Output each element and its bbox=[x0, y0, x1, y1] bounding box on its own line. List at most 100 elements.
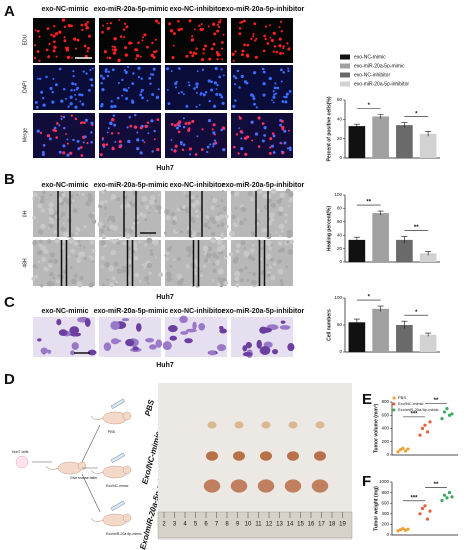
bar bbox=[396, 239, 413, 262]
texture bbox=[134, 272, 140, 278]
nucleus bbox=[271, 99, 273, 102]
nucleus bbox=[232, 74, 236, 78]
texture bbox=[220, 199, 224, 203]
nucleus bbox=[73, 37, 77, 41]
point bbox=[442, 410, 447, 414]
texture bbox=[212, 197, 218, 204]
texture bbox=[50, 282, 55, 287]
texture bbox=[157, 210, 161, 214]
nucleus bbox=[269, 36, 272, 39]
micrograph bbox=[165, 18, 227, 63]
texture bbox=[260, 209, 263, 212]
texture bbox=[204, 250, 207, 253]
nucleus bbox=[52, 40, 56, 44]
nucleus bbox=[133, 113, 137, 117]
texture bbox=[112, 225, 118, 231]
nucleus bbox=[177, 130, 181, 134]
nucleus bbox=[215, 88, 218, 90]
texture bbox=[33, 192, 38, 198]
nucleus bbox=[214, 66, 218, 71]
texture bbox=[243, 247, 246, 250]
column-header: exo-NC-inhibitor bbox=[170, 308, 225, 315]
nucleus bbox=[169, 29, 174, 33]
nucleus bbox=[146, 121, 150, 124]
micrograph bbox=[99, 65, 161, 110]
nucleus bbox=[64, 97, 68, 100]
nucleus bbox=[210, 88, 214, 92]
texture bbox=[194, 271, 198, 275]
texture bbox=[272, 262, 277, 266]
texture bbox=[148, 271, 152, 276]
nucleus bbox=[75, 47, 78, 50]
texture bbox=[111, 239, 117, 244]
texture bbox=[145, 204, 150, 210]
texture bbox=[172, 215, 178, 221]
cell bbox=[71, 342, 79, 350]
nucleus bbox=[40, 90, 44, 94]
nucleus bbox=[263, 34, 266, 38]
texture bbox=[115, 238, 119, 242]
texture bbox=[38, 229, 44, 235]
significance-label: *** bbox=[410, 411, 418, 417]
point bbox=[447, 491, 452, 495]
texture bbox=[185, 194, 190, 199]
texture bbox=[133, 241, 137, 246]
texture bbox=[141, 263, 144, 266]
nucleus bbox=[218, 26, 221, 29]
texture bbox=[221, 190, 224, 193]
texture bbox=[55, 279, 60, 284]
nucleus bbox=[50, 33, 53, 37]
syringe-icon bbox=[110, 452, 125, 463]
bar bbox=[348, 322, 366, 352]
micrograph bbox=[165, 65, 227, 110]
nucleus bbox=[283, 96, 286, 98]
point bbox=[406, 447, 410, 451]
ruler-number: 10 bbox=[245, 522, 252, 528]
texture bbox=[191, 202, 196, 208]
cell bbox=[37, 338, 42, 342]
texture bbox=[41, 257, 47, 263]
texture bbox=[147, 211, 150, 215]
schematic-label: Give mouse tailer bbox=[70, 476, 98, 480]
texture bbox=[228, 252, 234, 257]
legend-marker bbox=[392, 408, 396, 412]
nucleus bbox=[74, 94, 77, 96]
texture bbox=[243, 218, 247, 222]
nucleus bbox=[242, 19, 246, 23]
nucleus bbox=[264, 37, 267, 41]
texture bbox=[265, 279, 268, 282]
nucleus bbox=[207, 119, 212, 123]
nucleus bbox=[188, 19, 192, 23]
texture bbox=[158, 272, 164, 278]
legend-label: PBS bbox=[398, 395, 406, 400]
point bbox=[450, 412, 454, 416]
nucleus bbox=[56, 122, 59, 125]
y-tick-label: 200 bbox=[381, 439, 389, 444]
nucleus bbox=[102, 24, 105, 27]
texture bbox=[269, 257, 275, 262]
texture bbox=[183, 191, 186, 194]
texture bbox=[101, 190, 106, 195]
nucleus bbox=[76, 139, 80, 143]
legend-label: exo-NC-mimic bbox=[354, 54, 386, 60]
nucleus bbox=[240, 147, 244, 151]
texture bbox=[146, 281, 150, 285]
nucleus bbox=[125, 25, 129, 29]
nucleus bbox=[221, 126, 226, 130]
texture bbox=[199, 274, 204, 278]
texture bbox=[215, 255, 219, 260]
texture bbox=[123, 269, 127, 273]
nucleus bbox=[61, 18, 66, 22]
texture bbox=[170, 212, 176, 217]
nucleus bbox=[150, 53, 154, 58]
nucleus bbox=[236, 69, 240, 73]
texture bbox=[163, 231, 167, 235]
nucleus bbox=[257, 116, 261, 120]
nucleus bbox=[285, 92, 289, 96]
texture bbox=[125, 234, 131, 240]
nucleus bbox=[127, 66, 130, 69]
nucleus bbox=[221, 101, 225, 105]
nucleus bbox=[201, 128, 204, 131]
texture bbox=[40, 195, 45, 200]
nucleus bbox=[192, 51, 196, 55]
